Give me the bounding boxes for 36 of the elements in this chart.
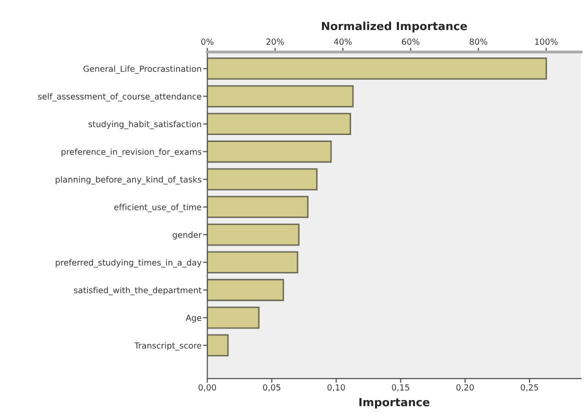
- bar: [207, 112, 352, 136]
- y-tick-label: efficient_use_of_time: [114, 204, 202, 212]
- x-tick-label: 0,25: [520, 384, 538, 392]
- bar: [207, 251, 298, 274]
- x-axis-title: Importance: [359, 398, 430, 408]
- x-tick-label: 0,05: [263, 384, 280, 392]
- bar: [207, 224, 300, 246]
- x2-tick-label: 0%: [201, 38, 214, 45]
- x2-tick-label: 80%: [470, 38, 488, 45]
- x2-tick-label: 40%: [334, 38, 352, 45]
- y-tick-label: self_assessment_of_course_attendance: [38, 93, 202, 102]
- x2-tick-label: 100%: [535, 38, 558, 45]
- bar: [207, 140, 332, 163]
- chart-title: Normalized Importance: [322, 22, 467, 32]
- bar: [207, 196, 309, 218]
- bar: [207, 168, 318, 190]
- y-tick-label: Age: [186, 314, 202, 323]
- x2-tick-label: 60%: [402, 38, 420, 45]
- y-tick-label: preferred_studying_times_in_a_day: [56, 259, 202, 268]
- y-tick-label: planning_before_any_kind_of_tasks: [56, 176, 202, 184]
- x-tick-label: 0,15: [392, 384, 410, 392]
- y-tick-label: General_Life_Procrastination: [83, 65, 202, 74]
- bar: [207, 334, 229, 356]
- y-tick-label: preference_in_revision_for_exams: [62, 148, 202, 157]
- x2-tick-label: 20%: [266, 38, 284, 45]
- y-tick-label: satisfied_with_the_department: [74, 286, 202, 296]
- y-tick-label: gender: [172, 231, 202, 240]
- bar: [207, 58, 547, 80]
- bar: [207, 306, 260, 329]
- y-tick-label: Transcript_score: [134, 342, 202, 350]
- x-tick-label: 0,10: [327, 384, 345, 392]
- bar: [207, 85, 354, 108]
- x-tick-label: 0,20: [456, 384, 474, 392]
- bar: [207, 278, 284, 302]
- x-tick-label: 0,00: [198, 384, 216, 392]
- y-tick-label: studying_habit_satisfaction: [88, 120, 202, 130]
